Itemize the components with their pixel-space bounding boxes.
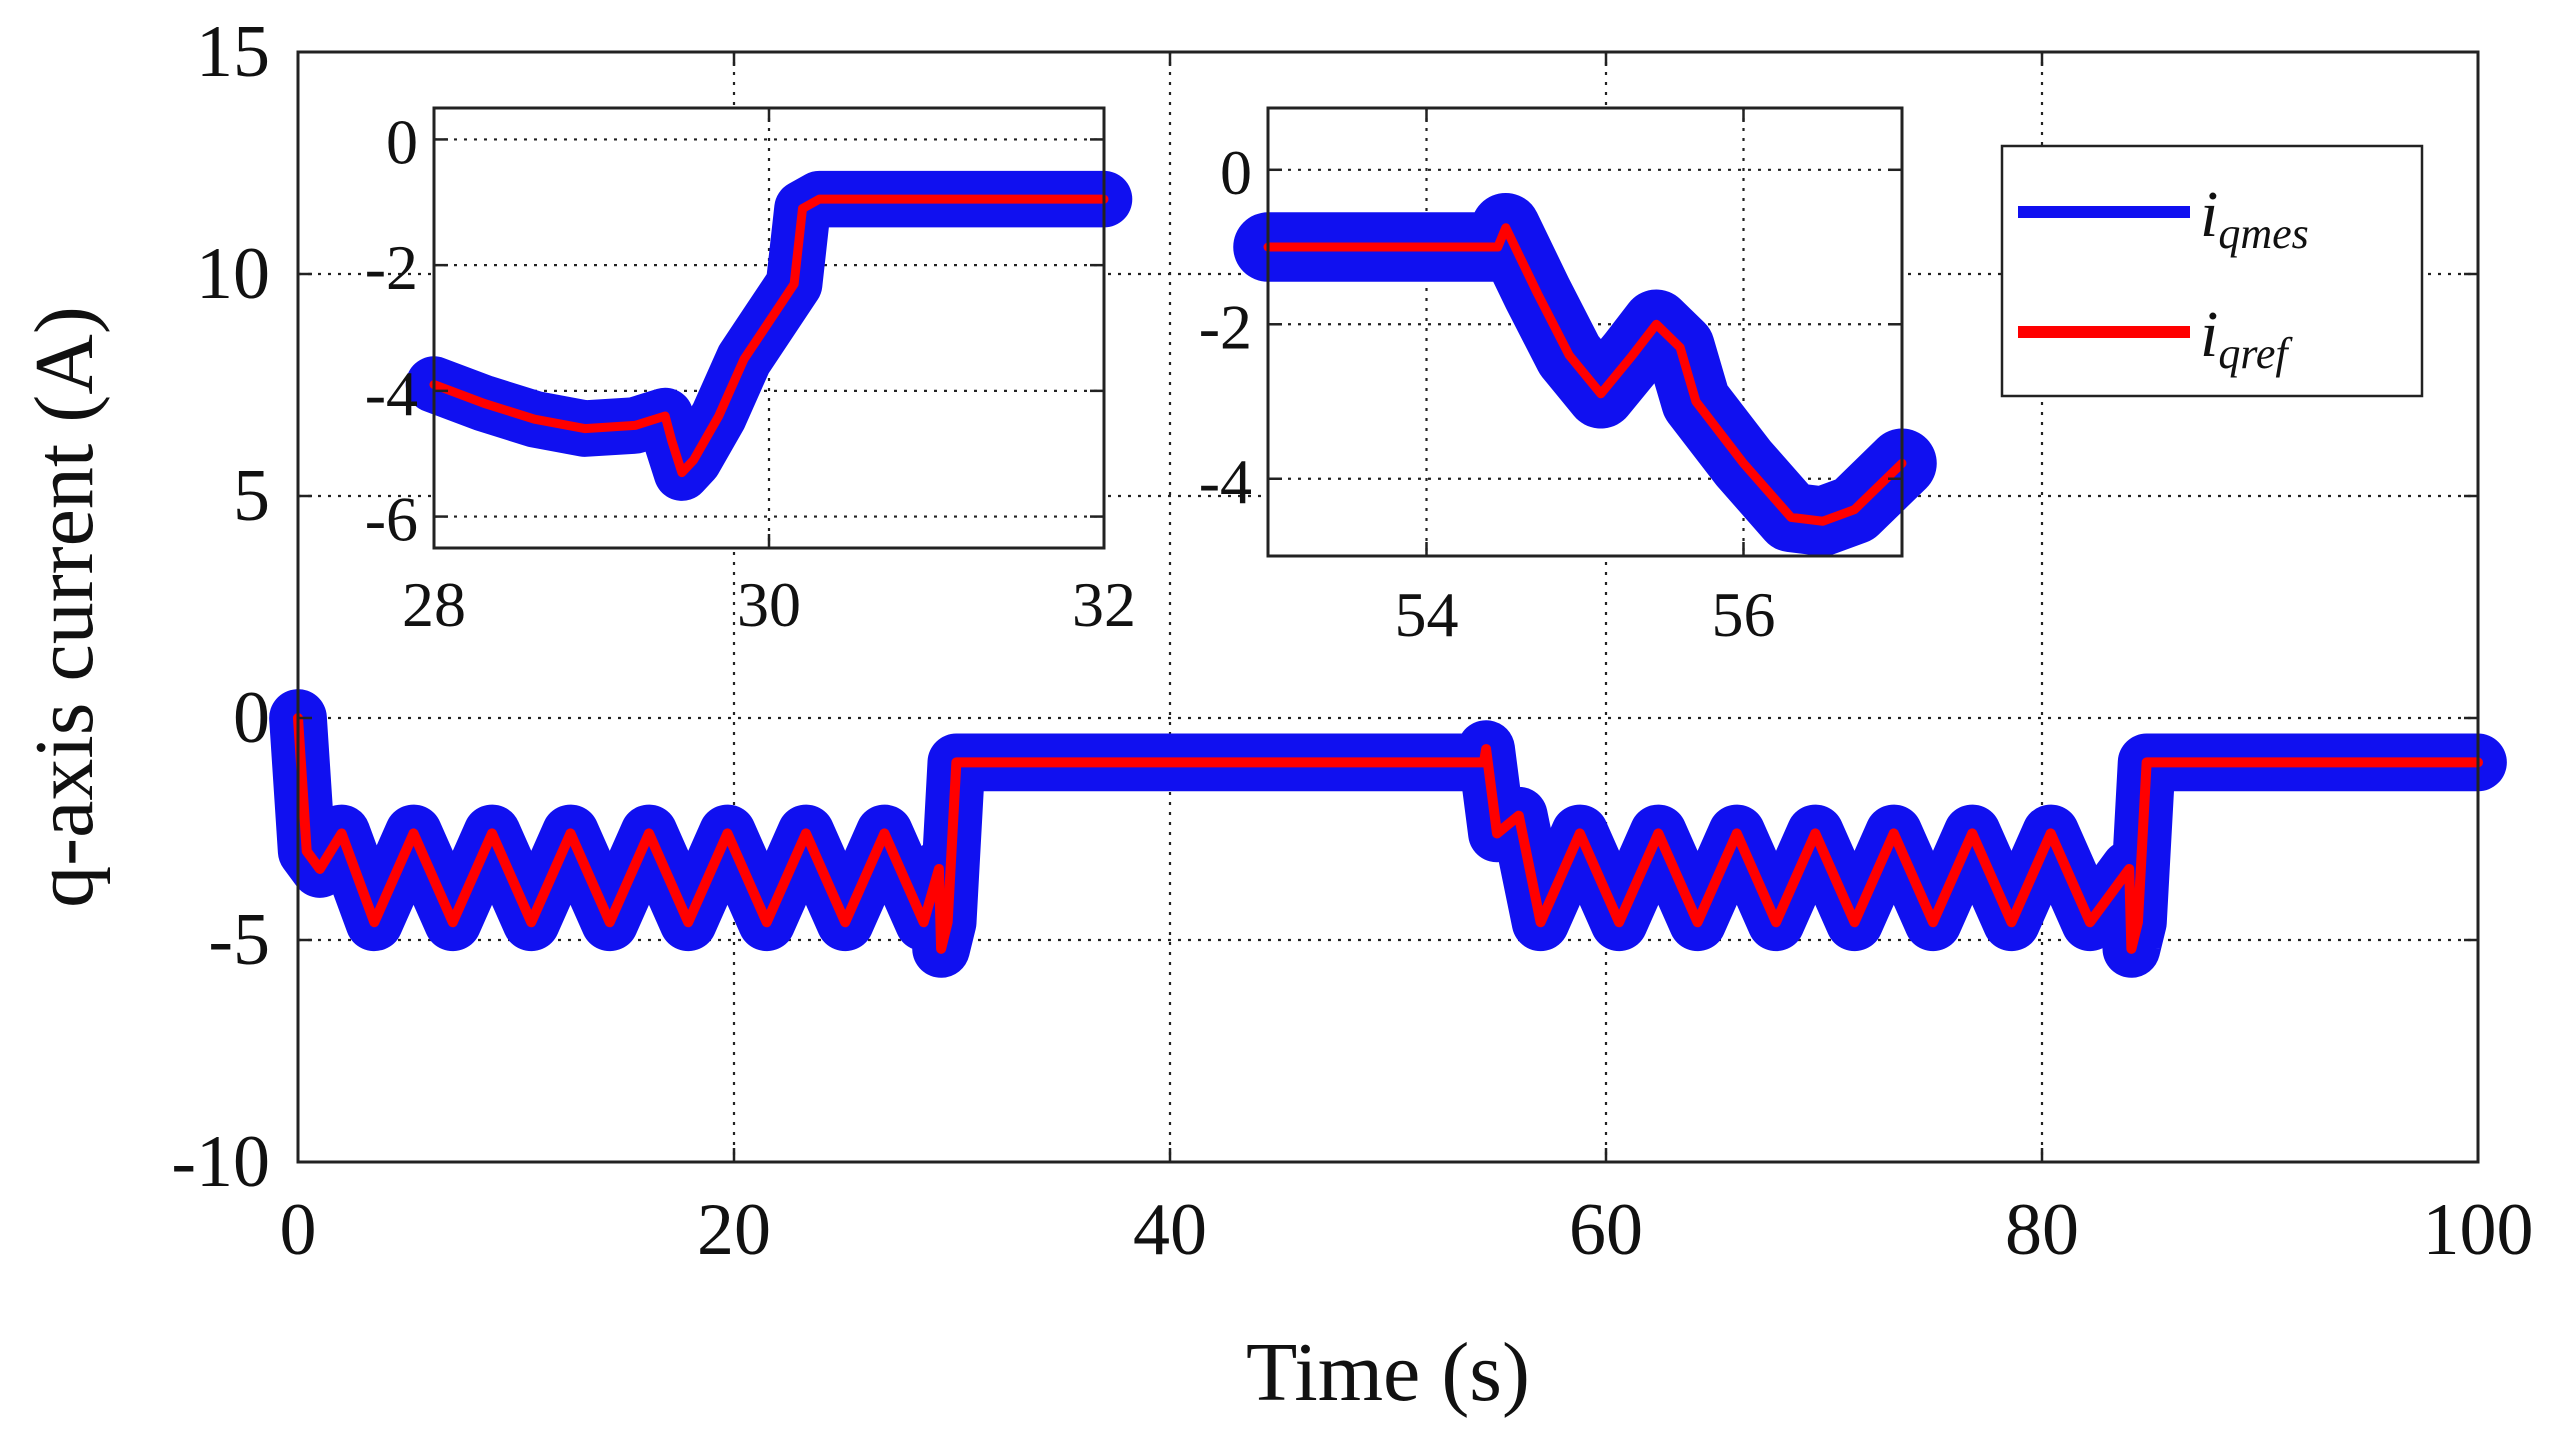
main-x-tick-label: 20 — [697, 1189, 771, 1271]
inset-left-x-tick-label: 28 — [402, 569, 466, 640]
main-x-tick-label: 100 — [2423, 1189, 2534, 1271]
inset-right-x-tick-label: 54 — [1395, 579, 1459, 650]
inset-right-series — [1233, 192, 1937, 556]
main-y-tick-label: -5 — [208, 899, 270, 981]
legend: iqmes iqref — [2000, 144, 2424, 398]
main-y-tick-label: -10 — [171, 1121, 270, 1203]
inset-left-y-tick-label: -2 — [365, 232, 418, 303]
main-y-tick-label: 5 — [233, 455, 270, 537]
inset-left-ticks: 28 30 32 -6 -4 -2 0 — [365, 106, 1136, 640]
main-y-tick-label: 15 — [196, 11, 270, 93]
legend-label-iqref: iqref — [2200, 298, 2293, 378]
main-plot-frame — [296, 50, 2480, 1164]
main-x-tick-label: 60 — [1569, 1189, 1643, 1271]
inset-left-x-tick-label: 30 — [737, 569, 801, 640]
main-series-i-qmes — [269, 689, 2507, 978]
inset-right-frame — [1266, 106, 1904, 558]
inset-right-y-tick-label: 0 — [1220, 137, 1252, 208]
y-axis-title: q-axis current (A) — [18, 306, 111, 908]
inset-right-y-tick-label: -2 — [1199, 291, 1252, 362]
legend-label-iqmes: iqmes — [2200, 178, 2309, 258]
main-series — [269, 689, 2507, 978]
main-x-tick-label: 40 — [1133, 1189, 1207, 1271]
main-series-i-qref — [293, 713, 2483, 954]
inset-left-series — [405, 170, 1133, 501]
inset-left-y-tick-label: -4 — [365, 358, 418, 429]
inset-left-y-tick-label: -6 — [365, 484, 418, 555]
main-y-tick-label: 10 — [196, 233, 270, 315]
main-y-tick-label: 0 — [233, 677, 270, 759]
main-x-tick-label: 80 — [2005, 1189, 2079, 1271]
inset-left-y-tick-label: 0 — [386, 106, 418, 177]
inset-left-series-i-qref — [429, 194, 1109, 478]
inset-left-x-tick-label: 32 — [1072, 569, 1136, 640]
main-ticks: 0 20 40 60 80 100 -10 -5 0 5 10 15 — [171, 11, 2533, 1271]
inset-right-x-tick-label: 56 — [1712, 579, 1776, 650]
inset-right-ticks: 54 56 -4 -2 0 — [1199, 108, 1902, 650]
inset-right-series-i-qref — [1263, 223, 1907, 526]
x-axis-title: Time (s) — [1246, 1326, 1530, 1419]
main-x-tick-label: 0 — [280, 1189, 317, 1271]
inset-right-y-tick-label: -4 — [1199, 446, 1252, 517]
legend-box — [2000, 144, 2424, 398]
